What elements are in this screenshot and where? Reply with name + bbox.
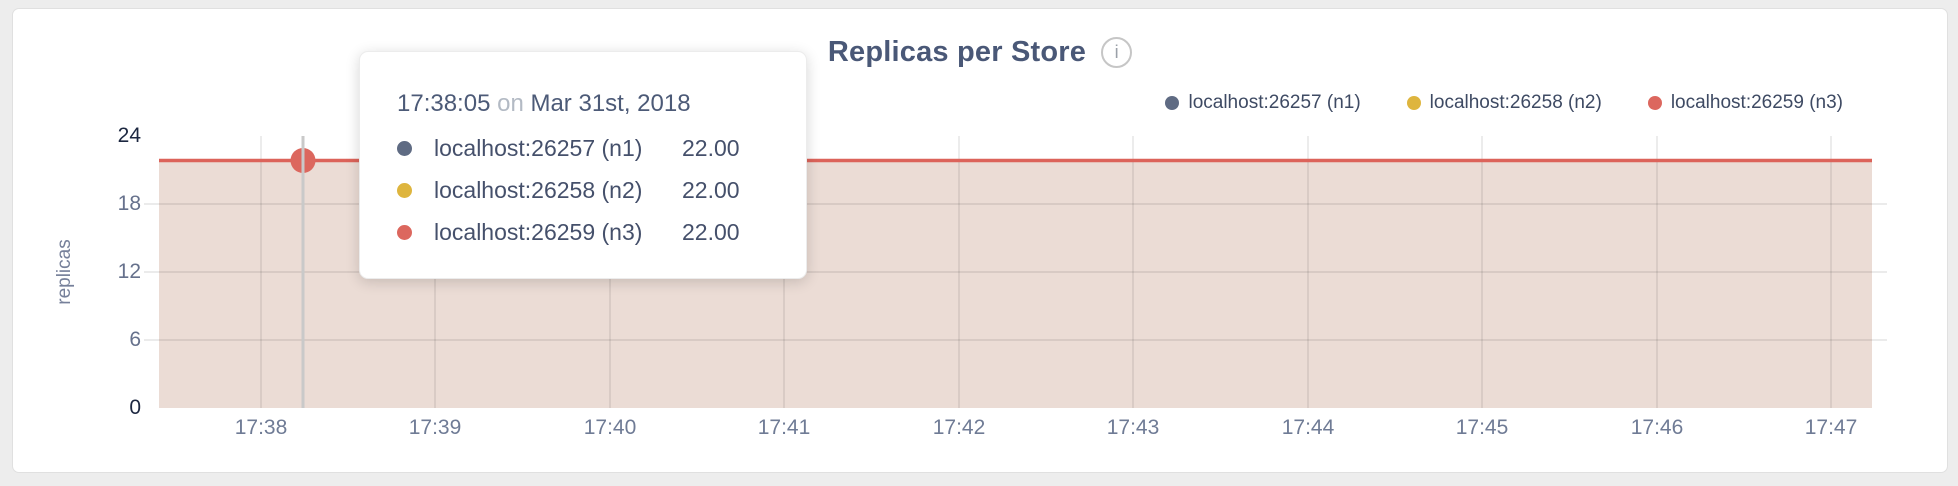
- x-tick: 17:42: [932, 416, 986, 439]
- tooltip-series-label: localhost:26258 (n2): [434, 177, 643, 203]
- tooltip-series-label: localhost:26257 (n1): [434, 135, 643, 161]
- tooltip-timestamp: 17:38:05 on Mar 31st, 2018: [397, 90, 806, 118]
- tooltip-separator: on: [497, 90, 524, 117]
- tooltip-series-value: 22.00: [682, 177, 740, 203]
- legend-label: localhost:26257 (n1): [1188, 92, 1361, 113]
- x-tick: 17:44: [1281, 416, 1335, 439]
- series-dot-icon: [397, 225, 412, 240]
- x-tick: 17:39: [408, 416, 462, 439]
- chart-card: Replicas per Store i localhost:26257 (n1…: [12, 8, 1948, 473]
- tooltip-series-label: localhost:26259 (n3): [434, 219, 643, 245]
- chart-tooltip: 17:38:05 on Mar 31st, 2018 localhost:262…: [359, 51, 807, 279]
- series-dot-icon: [397, 141, 412, 156]
- legend-item-n3[interactable]: localhost:26259 (n3): [1647, 92, 1843, 114]
- tooltip-time: 17:38:05: [397, 90, 491, 117]
- legend-item-n2[interactable]: localhost:26258 (n2): [1406, 92, 1602, 114]
- y-tick-6: 6: [129, 328, 141, 351]
- chart-title: Replicas per Store: [827, 36, 1087, 68]
- x-tick: 17:46: [1630, 416, 1684, 439]
- tooltip-row: localhost:26259 (n3) 22.00: [397, 219, 806, 246]
- x-tick: 17:38: [234, 416, 288, 439]
- tooltip-date: Mar 31st, 2018: [530, 90, 691, 117]
- legend-item-n1[interactable]: localhost:26257 (n1): [1165, 92, 1361, 114]
- plot-area[interactable]: [13, 9, 1947, 472]
- y-tick-0: 0: [129, 396, 141, 419]
- x-tick: 17:41: [757, 416, 811, 439]
- legend-label: localhost:26258 (n2): [1429, 92, 1602, 113]
- chart-header: Replicas per Store i: [13, 36, 1947, 69]
- x-tick: 17:43: [1106, 416, 1160, 439]
- tooltip-row: localhost:26258 (n2) 22.00: [397, 177, 806, 204]
- info-icon[interactable]: i: [1101, 37, 1133, 68]
- legend-dot-icon: [1647, 96, 1662, 110]
- x-tick: 17:47: [1804, 416, 1858, 439]
- chart-legend: localhost:26257 (n1) localhost:26258 (n2…: [1165, 92, 1843, 114]
- tooltip-row: localhost:26257 (n1) 22.00: [397, 135, 806, 162]
- y-tick-18: 18: [117, 192, 141, 215]
- y-tick-24: 24: [117, 124, 141, 147]
- tooltip-series-value: 22.00: [682, 135, 740, 161]
- y-axis-title: replicas: [54, 239, 75, 305]
- legend-dot-icon: [1406, 96, 1421, 110]
- x-tick: 17:40: [583, 416, 637, 439]
- series-dot-icon: [397, 183, 412, 198]
- x-tick: 17:45: [1455, 416, 1509, 439]
- tooltip-series-value: 22.00: [682, 219, 740, 245]
- legend-dot-icon: [1165, 96, 1180, 110]
- legend-label: localhost:26259 (n3): [1670, 92, 1843, 113]
- y-tick-12: 12: [117, 260, 141, 283]
